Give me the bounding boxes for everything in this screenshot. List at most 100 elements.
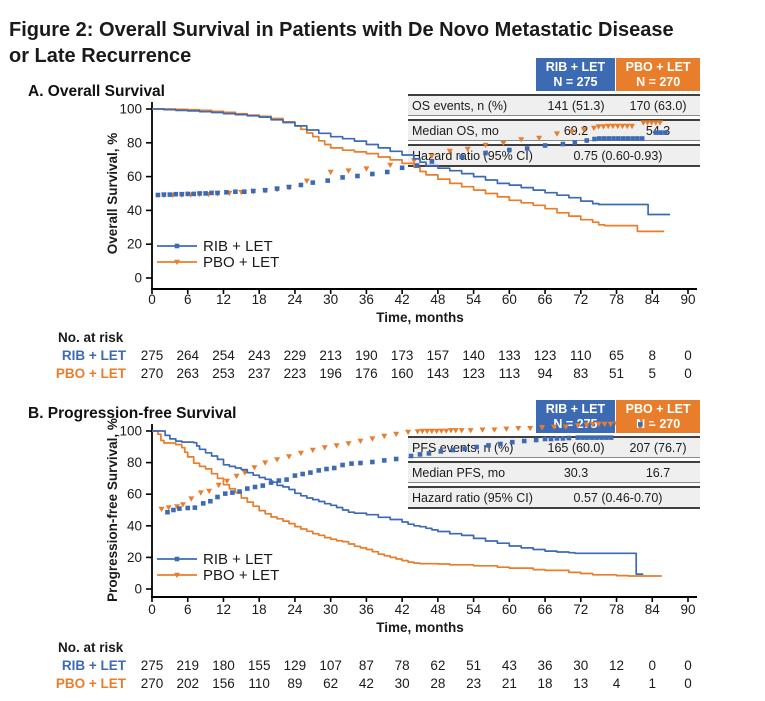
svg-text:254: 254 xyxy=(212,348,235,363)
svg-text:155: 155 xyxy=(248,658,271,673)
svg-text:RIB + LET: RIB + LET xyxy=(203,551,273,568)
pbo-let-curve xyxy=(152,108,665,233)
svg-text:24: 24 xyxy=(287,602,303,617)
svg-text:48: 48 xyxy=(430,292,445,307)
svg-text:62: 62 xyxy=(323,676,338,691)
svg-text:270: 270 xyxy=(141,366,164,381)
svg-text:129: 129 xyxy=(284,658,307,673)
os-hazard-row: Hazard ratio (95% CI) 0.75 (0.60-0.93) xyxy=(408,144,700,167)
svg-text:40: 40 xyxy=(127,203,142,218)
svg-text:36: 36 xyxy=(359,292,374,307)
svg-text:270: 270 xyxy=(141,676,164,691)
rib-let-curve xyxy=(152,422,644,575)
svg-text:51: 51 xyxy=(609,366,624,381)
svg-text:84: 84 xyxy=(645,602,661,617)
svg-text:160: 160 xyxy=(391,366,414,381)
svg-text:12: 12 xyxy=(609,658,624,673)
svg-text:72: 72 xyxy=(573,292,588,307)
svg-text:78: 78 xyxy=(395,658,410,673)
figure-title-line2: or Late Recurrence xyxy=(9,45,192,68)
os-events-pbo: 170 (63.0) xyxy=(629,98,687,113)
svg-text:78: 78 xyxy=(609,602,624,617)
svg-text:275: 275 xyxy=(141,348,164,363)
svg-text:0: 0 xyxy=(684,366,692,381)
svg-text:66: 66 xyxy=(538,602,553,617)
svg-text:12: 12 xyxy=(216,292,231,307)
svg-text:23: 23 xyxy=(466,676,481,691)
svg-text:No. at risk: No. at risk xyxy=(58,330,124,345)
pfs-hazard-value: 0.57 (0.46-0.70) xyxy=(573,490,663,505)
svg-text:213: 213 xyxy=(319,348,342,363)
figure-title: Figure 2: Overall Survival in Patients w… xyxy=(9,17,759,69)
svg-text:219: 219 xyxy=(176,658,199,673)
svg-text:223: 223 xyxy=(284,366,307,381)
svg-text:30: 30 xyxy=(323,602,338,617)
svg-text:5: 5 xyxy=(649,366,657,381)
svg-text:100: 100 xyxy=(119,102,142,117)
svg-text:190: 190 xyxy=(355,348,378,363)
svg-text:0: 0 xyxy=(148,292,156,307)
svg-text:1: 1 xyxy=(649,676,657,691)
svg-text:237: 237 xyxy=(248,366,271,381)
svg-text:62: 62 xyxy=(430,658,445,673)
svg-text:PBO + LET: PBO + LET xyxy=(56,366,127,381)
svg-text:0: 0 xyxy=(134,582,142,597)
svg-text:89: 89 xyxy=(287,676,302,691)
svg-text:PBO + LET: PBO + LET xyxy=(203,254,279,271)
svg-text:123: 123 xyxy=(462,366,485,381)
svg-text:0: 0 xyxy=(148,602,156,617)
pbo-arm-n: N = 270 xyxy=(636,74,681,89)
os-hazard-value: 0.75 (0.60-0.93) xyxy=(573,148,663,163)
svg-text:36: 36 xyxy=(538,658,553,673)
svg-text:123: 123 xyxy=(534,348,557,363)
pbo-arm-header: PBO + LET N = 270 xyxy=(616,400,700,433)
svg-text:0: 0 xyxy=(684,348,692,363)
svg-text:20: 20 xyxy=(127,237,142,252)
svg-text:80: 80 xyxy=(127,135,142,150)
svg-text:42: 42 xyxy=(395,602,410,617)
svg-text:0: 0 xyxy=(684,658,692,673)
pbo-arm-n: N = 270 xyxy=(636,416,681,431)
svg-text:Time, months: Time, months xyxy=(376,310,464,325)
svg-text:28: 28 xyxy=(430,676,445,691)
svg-text:13: 13 xyxy=(573,676,588,691)
svg-text:43: 43 xyxy=(502,658,517,673)
svg-text:No. at risk: No. at risk xyxy=(58,640,124,655)
svg-text:PBO + LET: PBO + LET xyxy=(203,567,279,584)
svg-text:202: 202 xyxy=(176,676,199,691)
svg-text:PBO + LET: PBO + LET xyxy=(56,676,127,691)
svg-text:264: 264 xyxy=(176,348,199,363)
rib-arm-label: RIB + LET xyxy=(545,401,606,416)
svg-text:54: 54 xyxy=(466,602,482,617)
svg-text:72: 72 xyxy=(573,602,588,617)
pfs-median-row: Median PFS, mo 30.3 16.7 xyxy=(408,461,700,483)
svg-text:36: 36 xyxy=(359,602,374,617)
rib-arm-n: N = 275 xyxy=(553,74,598,89)
svg-text:66: 66 xyxy=(538,292,553,307)
svg-text:78: 78 xyxy=(609,292,624,307)
svg-text:84: 84 xyxy=(645,292,661,307)
pbo-arm-header: PBO + LET N = 270 xyxy=(616,58,700,91)
svg-text:4: 4 xyxy=(613,676,621,691)
svg-text:87: 87 xyxy=(359,658,374,673)
svg-text:143: 143 xyxy=(427,366,450,381)
panel-b-heading: B. Progression-free Survival xyxy=(28,404,237,422)
pfs-median-label: Median PFS, mo xyxy=(412,465,506,480)
svg-text:18: 18 xyxy=(538,676,553,691)
y-axis-label: Overall Survival, % xyxy=(105,133,120,255)
rib-let-curve xyxy=(152,108,671,216)
svg-text:51: 51 xyxy=(466,658,481,673)
svg-text:83: 83 xyxy=(573,366,588,381)
svg-text:24: 24 xyxy=(287,292,303,307)
table-corner-spacer xyxy=(408,58,536,91)
svg-text:263: 263 xyxy=(176,366,199,381)
svg-text:40: 40 xyxy=(127,518,142,533)
svg-text:30: 30 xyxy=(323,292,338,307)
svg-text:21: 21 xyxy=(502,676,517,691)
y-axis-label: Progression-free Survival, % xyxy=(105,418,120,602)
svg-text:60: 60 xyxy=(502,602,517,617)
